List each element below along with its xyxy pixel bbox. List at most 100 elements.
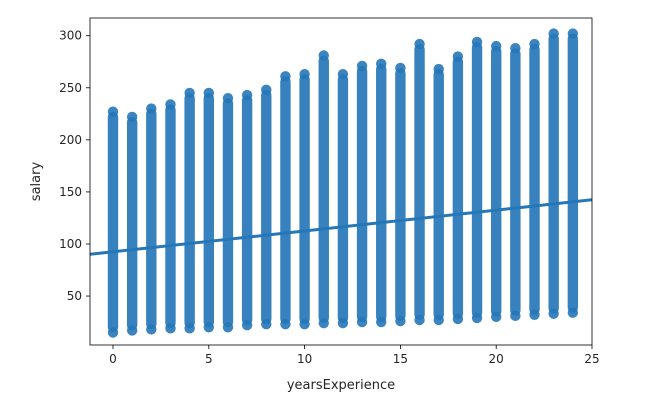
data-point-stack (146, 108, 157, 330)
data-point (280, 318, 291, 330)
point-column (165, 99, 176, 334)
data-point (261, 84, 272, 96)
y-tick-label: 150 (59, 185, 82, 199)
point-column (510, 43, 521, 322)
data-point (165, 99, 176, 110)
point-column (241, 89, 253, 331)
data-point-stack (107, 111, 119, 333)
data-point (376, 316, 387, 328)
y-tick-label: 250 (59, 81, 82, 95)
data-point (529, 309, 540, 320)
data-point (241, 320, 253, 331)
point-column (222, 92, 234, 333)
point-column (490, 40, 502, 323)
plot-marks (90, 28, 592, 338)
plot-frame (89, 17, 593, 346)
point-column (356, 60, 368, 328)
data-point-stack (241, 95, 253, 326)
point-column (184, 87, 195, 334)
data-point-stack (337, 74, 349, 324)
data-point (471, 36, 483, 48)
point-column (414, 38, 425, 326)
data-point (222, 92, 234, 104)
point-column (337, 69, 349, 329)
data-point (241, 89, 253, 101)
point-column (126, 111, 138, 336)
regression-line (90, 198, 592, 256)
data-point-stack (126, 116, 138, 331)
data-point-stack (548, 33, 559, 314)
data-point (567, 28, 579, 39)
data-point-stack (356, 65, 368, 323)
y-axis-label: salary (29, 162, 44, 202)
data-point (126, 111, 138, 123)
data-point (107, 106, 119, 117)
data-point (529, 38, 540, 50)
data-point-stack (490, 46, 502, 317)
data-point (299, 318, 310, 330)
data-point (452, 51, 464, 62)
data-point-stack (414, 44, 425, 321)
data-point-stack (299, 74, 310, 325)
data-point-stack (567, 33, 579, 313)
data-point (337, 317, 349, 329)
data-point (433, 63, 444, 75)
data-point-stack (471, 41, 483, 318)
point-column (203, 87, 214, 333)
data-point (490, 40, 502, 52)
data-point (356, 60, 368, 72)
x-tick-label: 5 (205, 352, 213, 366)
x-axis: 0 5 10 15 20 25 (109, 345, 600, 366)
data-point (510, 310, 521, 322)
data-point (184, 323, 195, 334)
data-point (184, 87, 195, 99)
data-point (395, 315, 406, 327)
x-tick-label: 25 (584, 352, 599, 366)
data-point-stack (452, 56, 464, 319)
data-point (203, 87, 214, 99)
x-tick-label: 20 (489, 352, 504, 366)
data-point (203, 322, 214, 333)
data-point-stack (222, 98, 234, 328)
data-point (376, 58, 387, 70)
data-point (490, 311, 502, 323)
point-column (261, 84, 272, 330)
data-point (567, 307, 579, 318)
data-point (414, 38, 425, 50)
data-point (126, 325, 138, 336)
data-point-stack (529, 44, 540, 315)
data-point (452, 313, 464, 325)
point-column (452, 51, 464, 325)
point-column (529, 38, 540, 320)
point-column (299, 69, 310, 330)
data-point (414, 314, 425, 326)
data-point (146, 324, 157, 335)
data-point (222, 322, 234, 333)
y-tick-label: 300 (59, 29, 82, 43)
data-point (146, 103, 157, 114)
point-column (471, 36, 483, 324)
data-point (337, 69, 349, 80)
point-column (280, 71, 291, 330)
data-point-stack (376, 63, 387, 323)
data-point (107, 327, 119, 338)
point-column (376, 58, 387, 328)
x-tick-label: 15 (393, 352, 408, 366)
data-point-stack (510, 48, 521, 316)
y-tick-label: 50 (67, 289, 82, 303)
data-point (318, 50, 329, 61)
x-axis-label: yearsExperience (287, 378, 395, 393)
point-column (146, 103, 157, 335)
data-point (471, 312, 483, 324)
data-point (165, 323, 176, 334)
point-column (318, 50, 329, 329)
data-point (261, 318, 272, 330)
data-point-stack (261, 89, 272, 325)
data-point-stack (203, 92, 214, 328)
data-point-stack (395, 67, 406, 322)
data-point (318, 317, 329, 329)
data-point (548, 308, 559, 319)
x-tick-label: 10 (297, 352, 312, 366)
data-point (395, 62, 406, 74)
